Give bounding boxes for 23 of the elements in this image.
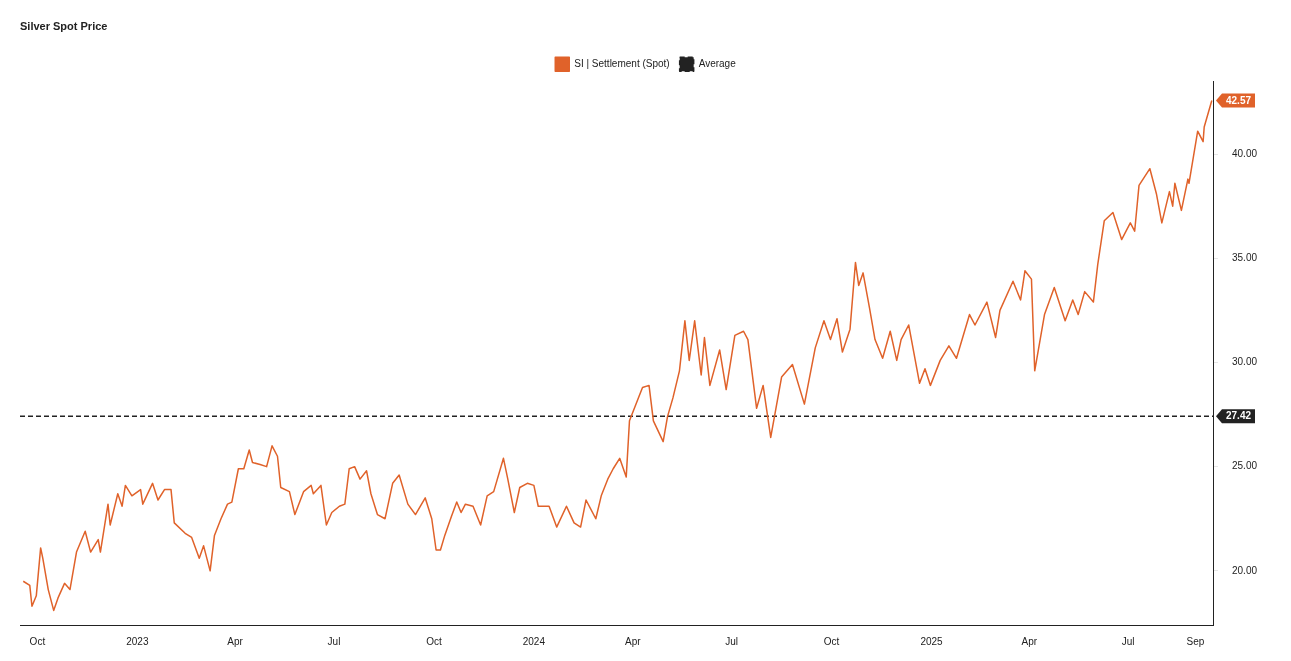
data-label: 42.57	[1225, 94, 1252, 106]
y-tick-label: 25.00	[1231, 460, 1258, 472]
x-tick-label: Oct	[29, 635, 46, 647]
x-tick-label: Apr	[624, 635, 642, 647]
legend-label: Average	[698, 57, 737, 69]
data-label: 27.42	[1225, 410, 1252, 422]
y-tick-label: 35.00	[1231, 252, 1258, 264]
y-tick-label: 30.00	[1231, 356, 1258, 368]
legend-label: SI | Settlement (Spot)	[574, 57, 670, 69]
x-tick-label: Jul	[1121, 635, 1135, 647]
x-tick-label: Oct	[426, 635, 442, 647]
x-tick-label: Sep	[1186, 635, 1205, 647]
x-tick-label: Jul	[725, 635, 738, 647]
y-tick-label: 40.00	[1231, 147, 1258, 159]
x-tick-label: Apr	[227, 635, 244, 647]
x-tick-label: 2025	[920, 635, 944, 647]
x-tick-label: Jul	[327, 635, 341, 647]
x-tick-label: 2024	[522, 635, 546, 647]
x-tick-label: 2023	[126, 635, 149, 647]
y-tick-label: 20.00	[1231, 564, 1258, 576]
x-tick-label: Oct	[823, 635, 840, 647]
x-tick-label: Apr	[1021, 635, 1038, 647]
chart-title: Silver Spot Price	[20, 19, 108, 32]
